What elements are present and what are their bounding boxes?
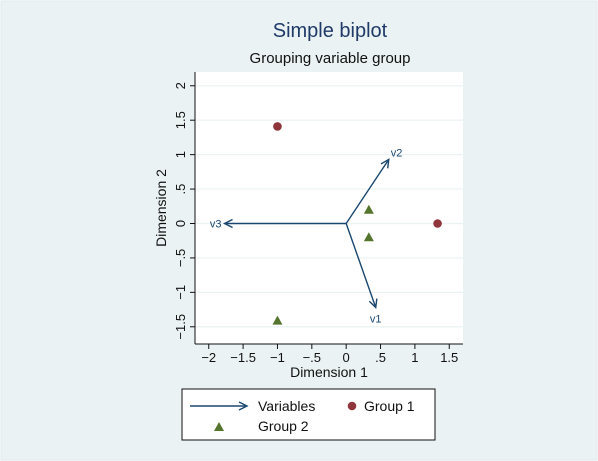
y-tick-label: −.5 [173, 249, 188, 267]
y-tick-label: 0 [173, 220, 188, 227]
y-tick-label: −1 [173, 285, 188, 300]
legend-group2-label: Group 2 [258, 418, 309, 434]
legend-group1-marker [348, 402, 357, 411]
y-tick-label: 1 [173, 151, 188, 158]
x-tick-label: −2 [201, 350, 216, 365]
group1-point [433, 219, 442, 228]
x-tick-label: −1.5 [230, 350, 256, 365]
y-tick-label: −1.5 [173, 314, 188, 340]
x-tick-label: .5 [375, 350, 386, 365]
group1-point [273, 122, 282, 131]
y-axis-title: Dimension 2 [153, 169, 169, 247]
x-tick-label: −.5 [303, 350, 321, 365]
legend-group1-label: Group 1 [364, 398, 415, 414]
variable-label-v3: v3 [210, 218, 222, 230]
y-tick-label: 1.5 [173, 111, 188, 129]
chart-subtitle: Grouping variable group [250, 50, 411, 67]
y-tick-label: 2 [173, 82, 188, 89]
y-tick-label: .5 [173, 184, 188, 195]
x-axis-title: Dimension 1 [290, 364, 368, 380]
variable-label-v2: v2 [391, 147, 403, 159]
x-tick-label: 1 [411, 350, 418, 365]
x-tick-label: −1 [270, 350, 285, 365]
x-tick-label: 1.5 [440, 350, 458, 365]
x-tick-label: 0 [343, 350, 350, 365]
plot-area [195, 72, 463, 344]
chart-title: Simple biplot [273, 20, 388, 42]
legend: Variables Group 1 Group 2 [182, 389, 435, 440]
legend-variables-label: Variables [258, 398, 315, 414]
variable-label-v1: v1 [370, 314, 382, 326]
